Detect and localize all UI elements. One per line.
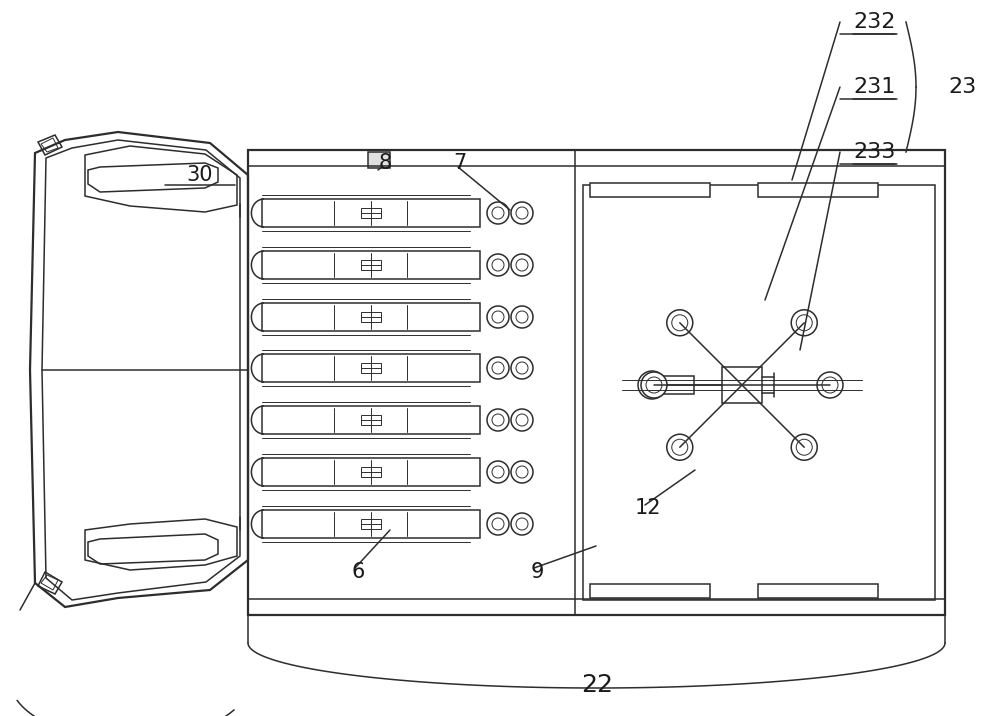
Text: 8: 8: [378, 153, 392, 173]
Bar: [361, 260, 381, 270]
Circle shape: [817, 372, 843, 398]
Circle shape: [638, 371, 666, 399]
Bar: [590, 584, 710, 598]
Bar: [361, 415, 381, 425]
Bar: [722, 367, 762, 403]
Text: 22: 22: [581, 673, 613, 697]
Text: 9: 9: [530, 562, 544, 582]
Bar: [262, 251, 480, 279]
Bar: [262, 510, 480, 538]
Bar: [662, 376, 694, 394]
Bar: [262, 354, 480, 382]
Bar: [262, 303, 480, 331]
Bar: [758, 584, 878, 598]
Circle shape: [791, 434, 817, 460]
Bar: [361, 467, 381, 477]
Bar: [368, 152, 390, 168]
Circle shape: [667, 310, 693, 336]
Text: 231: 231: [854, 77, 896, 97]
Bar: [758, 183, 878, 197]
Circle shape: [667, 434, 693, 460]
Text: 233: 233: [854, 142, 896, 162]
Text: 6: 6: [351, 562, 365, 582]
Bar: [262, 458, 480, 486]
Text: 12: 12: [635, 498, 661, 518]
Bar: [248, 150, 945, 615]
Bar: [361, 312, 381, 322]
Bar: [361, 519, 381, 529]
Bar: [262, 406, 480, 434]
Circle shape: [641, 372, 667, 398]
Bar: [583, 185, 935, 600]
Bar: [361, 208, 381, 218]
Bar: [361, 363, 381, 373]
Bar: [590, 183, 710, 197]
Text: 7: 7: [453, 153, 467, 173]
Bar: [262, 199, 480, 227]
Text: 30: 30: [187, 165, 213, 185]
Text: 23: 23: [949, 77, 977, 97]
Circle shape: [791, 310, 817, 336]
Text: 232: 232: [854, 12, 896, 32]
